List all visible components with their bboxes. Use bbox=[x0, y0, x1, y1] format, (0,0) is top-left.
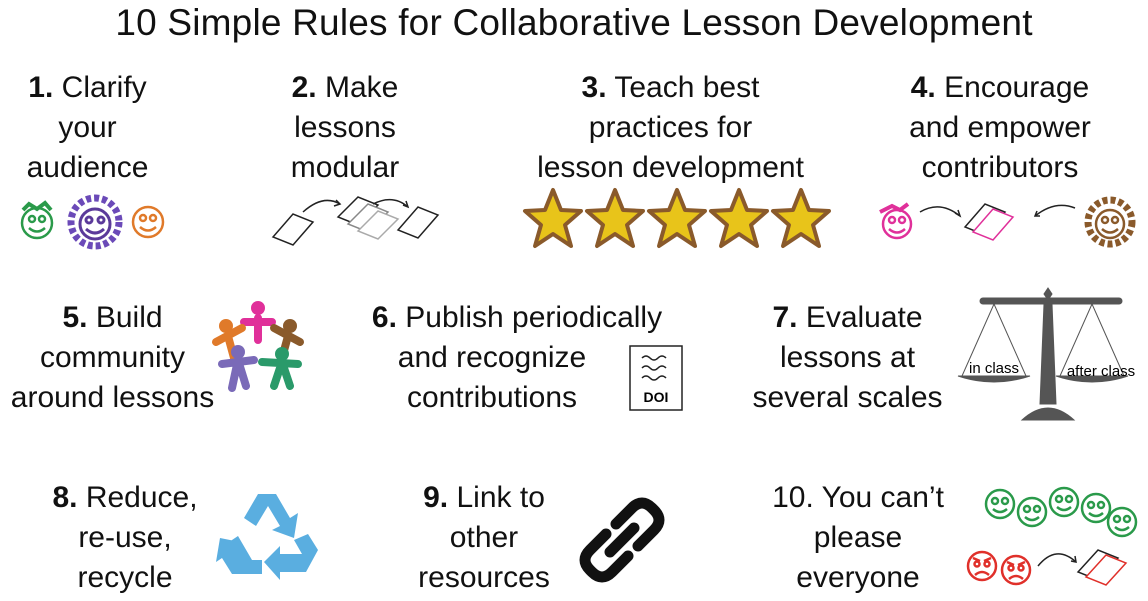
rule-7-line-3: several scales bbox=[752, 381, 943, 414]
rule-10: 10. You can’t please everyone bbox=[748, 478, 968, 598]
rule-6-line-2: and recognize bbox=[397, 341, 587, 374]
rule-4-line-2: and empower bbox=[909, 111, 1091, 144]
rule-5: 5. Build community around lessons bbox=[0, 298, 225, 418]
scale-left-label: in class bbox=[969, 360, 1019, 377]
contributors-document-icon bbox=[879, 196, 1136, 248]
rule-3: 3. Teach best practices for lesson devel… bbox=[513, 68, 828, 188]
rule-4-line-1: 4. Encourage bbox=[910, 71, 1090, 104]
recycle-icon bbox=[216, 494, 318, 580]
rule-3-line-2: practices for bbox=[588, 111, 753, 144]
community-people-circle-icon bbox=[212, 301, 304, 392]
rule-8-line-3: recycle bbox=[77, 561, 173, 594]
rule-1-line-2: your bbox=[58, 111, 117, 144]
doi-label: DOI bbox=[644, 389, 669, 405]
balance-scale-icon: in class after class bbox=[957, 287, 1135, 421]
smiley-faces-icon bbox=[20, 194, 165, 250]
rule-9-line-2: other bbox=[449, 521, 519, 554]
rule-2-line-3: modular bbox=[290, 151, 400, 184]
rule-4-line-3: contributors bbox=[921, 151, 1079, 184]
rule-10-line-2: please bbox=[813, 521, 903, 554]
rule-10-line-3: everyone bbox=[796, 561, 920, 594]
rule-9-line-1: 9. Link to bbox=[423, 481, 545, 514]
rule-8: 8. Reduce, re-use, recycle bbox=[40, 478, 210, 598]
rule-2-line-2: lessons bbox=[294, 111, 396, 144]
rule-8-line-1: 8. Reduce, bbox=[52, 481, 198, 514]
happy-and-angry-faces-icon bbox=[966, 486, 1138, 586]
rule-6: 6. Publish periodically and recognize co… bbox=[352, 298, 682, 418]
rule-1-line-3: audience bbox=[26, 151, 149, 184]
rule-10-line-1: 10. You can’t bbox=[772, 481, 944, 514]
rule-1-line-1: 1. Clarify bbox=[28, 71, 147, 104]
page-title: 10 Simple Rules for Collaborative Lesson… bbox=[115, 2, 1033, 43]
scale-right-label: after class bbox=[1067, 363, 1135, 380]
rule-7: 7. Evaluate lessons at several scales bbox=[735, 298, 960, 418]
rule-9-line-3: resources bbox=[418, 561, 550, 594]
five-stars-icon bbox=[523, 188, 831, 248]
chain-link-icon bbox=[579, 497, 665, 583]
modular-documents-icon bbox=[271, 196, 440, 246]
rule-3-line-3: lesson development bbox=[537, 151, 804, 184]
doi-document-icon: DOI bbox=[629, 345, 683, 411]
rule-1: 1. Clarify your audience bbox=[10, 68, 165, 188]
rule-2: 2. Make lessons modular bbox=[265, 68, 425, 188]
rule-7-line-2: lessons at bbox=[779, 341, 916, 374]
rule-5-line-2: community bbox=[39, 341, 186, 374]
rule-8-line-2: re-use, bbox=[78, 521, 172, 554]
rule-4: 4. Encourage and empower contributors bbox=[885, 68, 1115, 188]
rule-7-line-1: 7. Evaluate bbox=[772, 301, 923, 334]
rule-9: 9. Link to other resources bbox=[405, 478, 563, 598]
rule-5-line-1: 5. Build bbox=[62, 301, 163, 334]
rule-3-line-1: 3. Teach best bbox=[581, 71, 760, 104]
rule-6-line-3: contributions bbox=[406, 381, 578, 414]
rule-5-line-3: around lessons bbox=[10, 381, 215, 414]
rule-6-line-1: 6. Publish periodically bbox=[371, 301, 663, 334]
rule-2-line-1: 2. Make bbox=[291, 71, 399, 104]
